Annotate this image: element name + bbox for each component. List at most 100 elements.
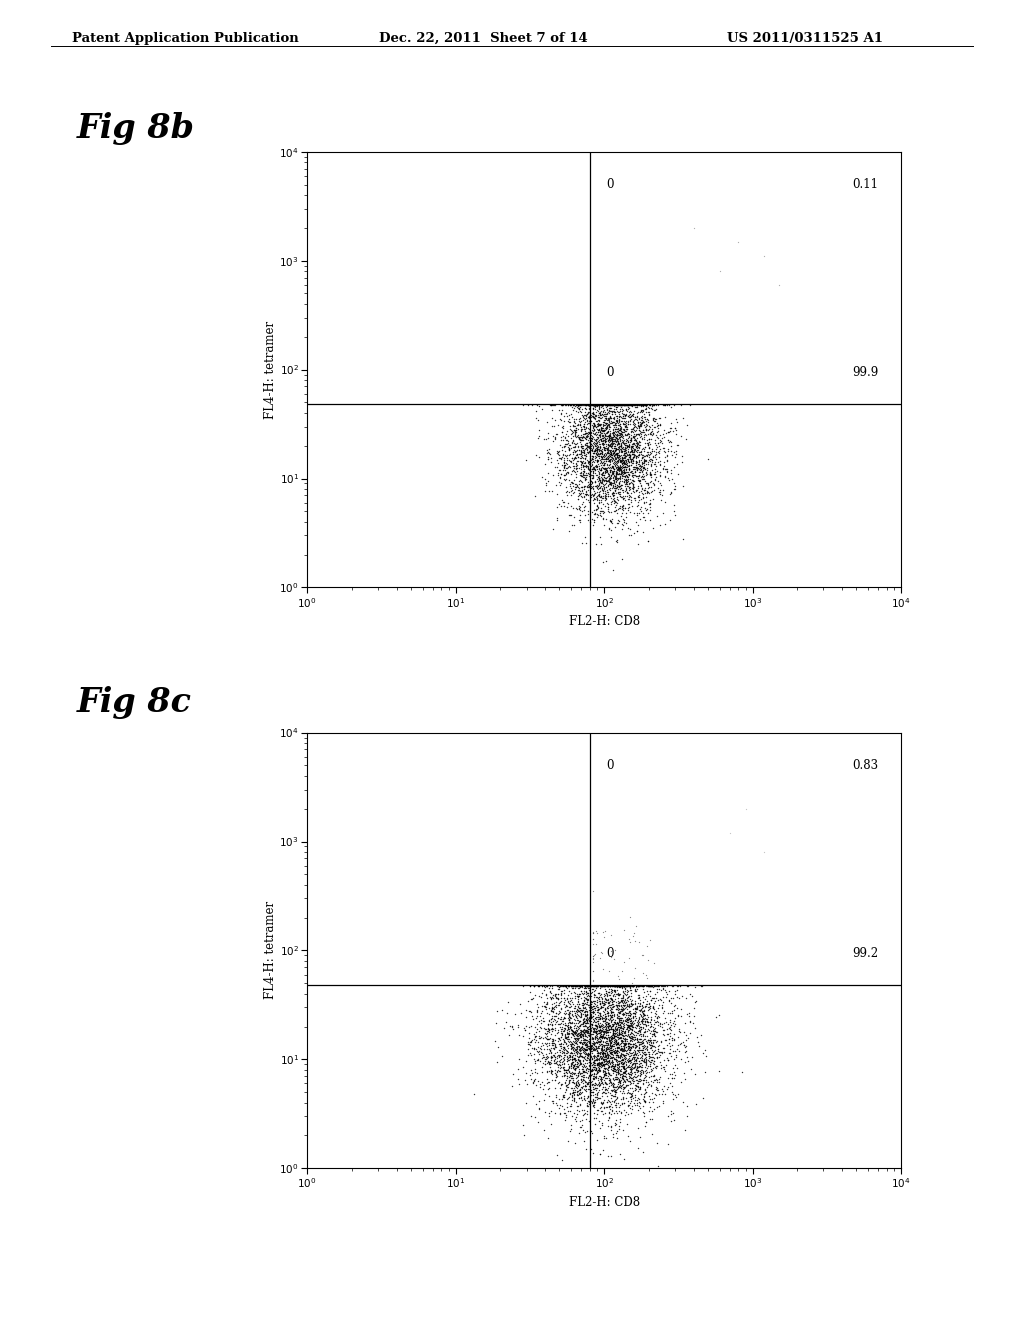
Point — [602, 424, 618, 445]
Point — [562, 403, 579, 424]
Point — [611, 451, 628, 473]
Point — [637, 510, 653, 531]
Point — [547, 1102, 563, 1123]
Point — [596, 446, 612, 467]
Point — [599, 1089, 615, 1110]
Point — [580, 1010, 596, 1031]
Point — [515, 1016, 531, 1038]
Point — [606, 407, 623, 428]
Point — [563, 1003, 580, 1024]
Point — [582, 465, 598, 486]
Point — [626, 1003, 642, 1024]
Point — [595, 437, 611, 458]
Point — [579, 422, 595, 444]
Point — [595, 488, 611, 510]
Point — [556, 1084, 572, 1105]
Point — [621, 986, 637, 1007]
Point — [633, 1005, 649, 1026]
Point — [589, 436, 605, 457]
Point — [630, 1076, 646, 1097]
Point — [623, 492, 639, 513]
Point — [591, 1057, 607, 1078]
Point — [572, 1024, 589, 1045]
Point — [605, 994, 622, 1015]
Point — [662, 990, 678, 1011]
Point — [621, 401, 637, 422]
Point — [651, 978, 668, 999]
Point — [574, 1100, 591, 1121]
Point — [608, 442, 625, 463]
Point — [625, 1041, 641, 1063]
Point — [547, 428, 563, 449]
Point — [565, 1048, 582, 1069]
Text: 99.9: 99.9 — [852, 366, 879, 379]
Point — [616, 1031, 633, 1052]
Point — [594, 397, 610, 418]
Point — [595, 475, 611, 496]
Point — [574, 1012, 591, 1034]
Point — [591, 467, 607, 488]
Point — [586, 416, 602, 437]
Point — [597, 414, 613, 436]
Point — [663, 432, 679, 453]
Point — [589, 438, 605, 459]
Point — [593, 983, 609, 1005]
Point — [557, 1019, 573, 1040]
Point — [588, 1060, 604, 1081]
Point — [577, 1104, 593, 1125]
Point — [586, 414, 602, 436]
Text: 0: 0 — [606, 759, 614, 772]
Point — [645, 407, 662, 428]
Point — [641, 1035, 657, 1056]
Point — [620, 436, 636, 457]
Point — [605, 1024, 622, 1045]
Point — [655, 395, 672, 416]
Point — [569, 1073, 586, 1094]
Point — [616, 1038, 633, 1059]
Point — [637, 437, 653, 458]
Point — [647, 1036, 664, 1057]
Point — [687, 1094, 703, 1115]
Point — [601, 424, 617, 445]
Point — [553, 1026, 569, 1047]
Point — [589, 495, 605, 516]
Point — [607, 440, 624, 461]
Point — [620, 499, 636, 520]
Point — [633, 1011, 649, 1032]
Point — [634, 1035, 650, 1056]
Point — [631, 1039, 647, 1060]
Point — [549, 483, 565, 504]
Point — [638, 395, 654, 416]
Point — [601, 1076, 617, 1097]
Point — [564, 991, 581, 1012]
Point — [589, 451, 605, 473]
Point — [547, 1052, 563, 1073]
Point — [629, 998, 645, 1019]
Point — [567, 474, 584, 495]
Point — [580, 1011, 596, 1032]
Point — [596, 1102, 612, 1123]
Point — [621, 425, 637, 446]
Point — [591, 399, 607, 420]
Point — [603, 1073, 620, 1094]
Point — [596, 1020, 612, 1041]
Point — [629, 466, 645, 487]
Point — [649, 437, 666, 458]
Point — [671, 1020, 687, 1041]
Point — [591, 1110, 607, 1131]
Point — [635, 1089, 651, 1110]
Point — [571, 983, 588, 1005]
Point — [575, 405, 592, 426]
Point — [640, 441, 656, 462]
Point — [611, 477, 628, 498]
Point — [556, 455, 572, 477]
Point — [664, 975, 680, 997]
Point — [624, 1068, 640, 1089]
Point — [566, 437, 583, 458]
Point — [605, 422, 622, 444]
Point — [580, 407, 596, 428]
Point — [552, 991, 568, 1012]
Point — [632, 470, 648, 491]
Point — [634, 1049, 650, 1071]
Point — [572, 1051, 589, 1072]
